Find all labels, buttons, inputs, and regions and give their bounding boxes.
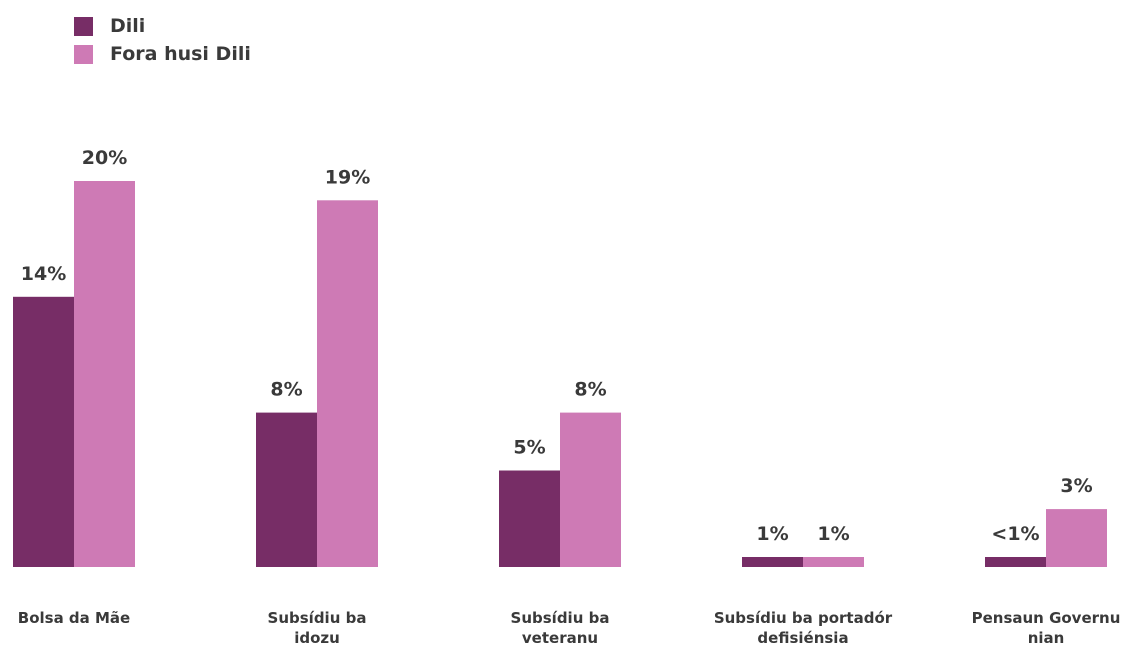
bar-dili-4 <box>985 557 1046 567</box>
legend-swatch-dili <box>74 16 93 36</box>
data-label-fora-husi-dili-2: 8% <box>574 379 606 401</box>
category-label-4: Pensaun Governu nian <box>971 609 1121 647</box>
category-label-2: Subsídiu ba veteranu <box>510 609 610 647</box>
bar-dili-1 <box>256 412 317 567</box>
bar-dili-2 <box>499 470 560 567</box>
category-label-1: Subsídiu ba idozu <box>267 609 367 647</box>
bar-fora-husi-dili-4 <box>1046 509 1107 567</box>
bar-fora-husi-dili-2 <box>560 412 621 567</box>
category-label-0: Bolsa da Mãe <box>17 609 131 627</box>
bar-fora-husi-dili-3 <box>803 557 864 567</box>
legend: Dili Fora husi Dili <box>74 12 251 68</box>
data-label-dili-2: 5% <box>513 437 545 459</box>
data-label-dili-4: <1% <box>991 523 1039 545</box>
legend-swatch-fora-husi-dili <box>74 44 93 64</box>
data-label-fora-husi-dili-3: 1% <box>817 523 849 545</box>
legend-label-dili: Dili <box>110 15 146 37</box>
legend-label-fora-husi-dili: Fora husi Dili <box>110 43 251 65</box>
data-label-fora-husi-dili-4: 3% <box>1060 475 1092 497</box>
data-label-fora-husi-dili-1: 19% <box>325 166 370 188</box>
legend-item-fora-husi-dili: Fora husi Dili <box>74 40 251 68</box>
bar-fora-husi-dili-0 <box>74 181 135 567</box>
bar-dili-3 <box>742 557 803 567</box>
bar-fora-husi-dili-1 <box>317 200 378 568</box>
data-label-dili-1: 8% <box>270 379 302 401</box>
category-label-3: Subsídiu ba portadór defisiénsia <box>713 609 893 647</box>
legend-item-dili: Dili <box>74 12 251 40</box>
data-label-dili-3: 1% <box>756 523 788 545</box>
data-label-fora-husi-dili-0: 20% <box>82 147 127 169</box>
bar-dili-0 <box>13 296 74 567</box>
data-label-dili-0: 14% <box>21 263 66 285</box>
